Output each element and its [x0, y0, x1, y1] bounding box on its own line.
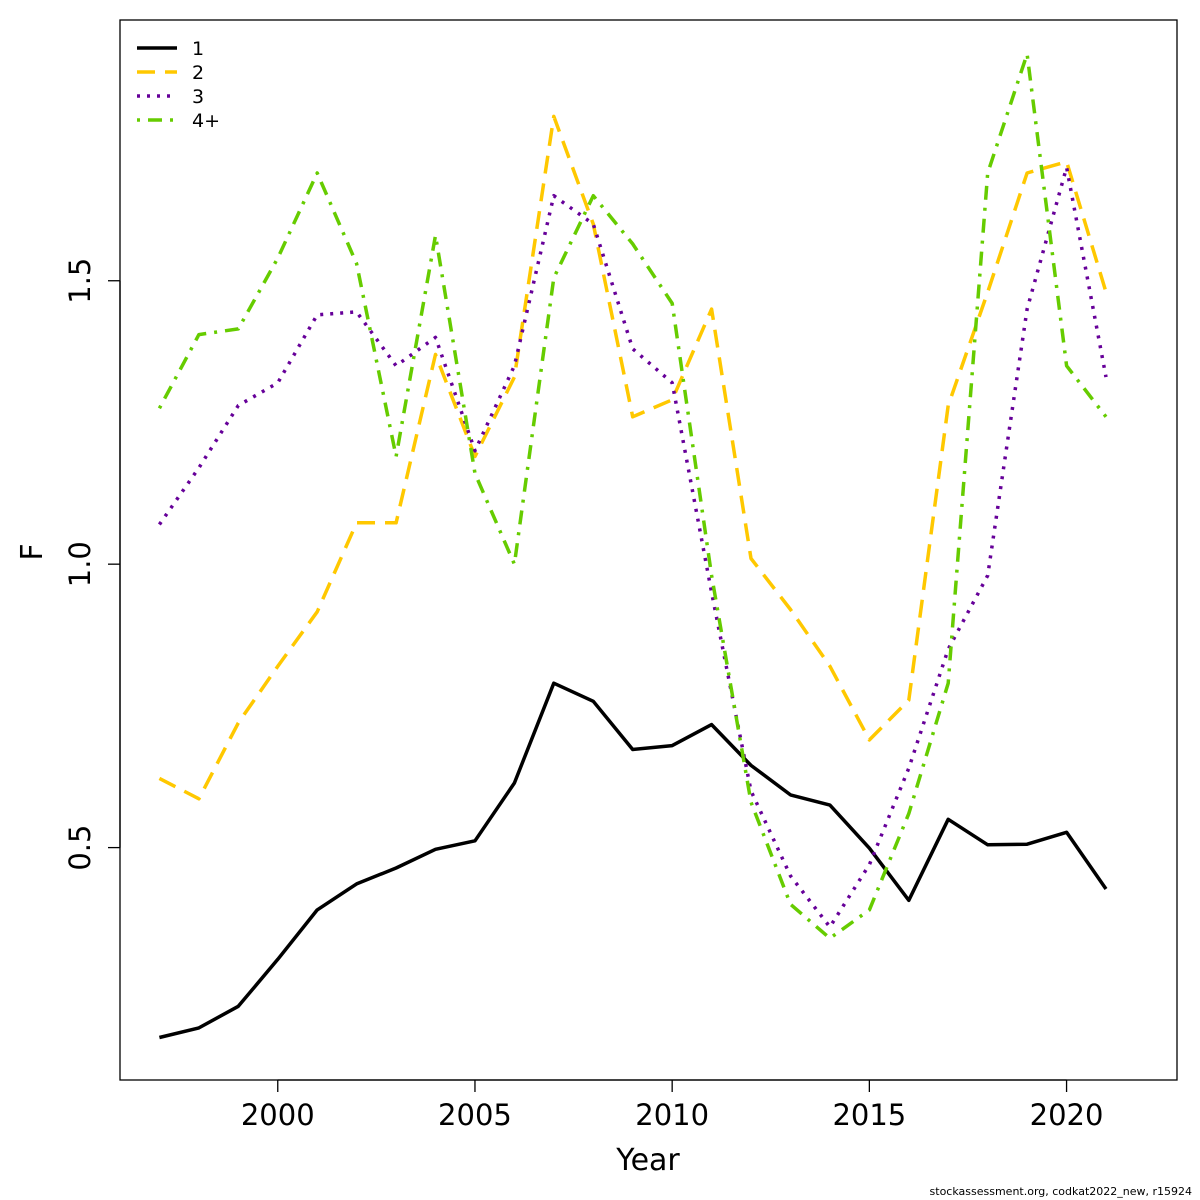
y-axis: 0.5 1.0 1.5: [63, 258, 121, 871]
plot-frame: [119, 19, 1178, 1081]
plot-lines: [157, 52, 1108, 1040]
legend-label-3: 3: [192, 86, 204, 108]
x-tick-label: 2010: [635, 1098, 709, 1132]
x-tick-label: 2020: [1030, 1098, 1104, 1132]
y-tick-label: 1.5: [63, 258, 97, 304]
x-axis: 2000 2005 2010 2015 2020: [241, 1079, 1104, 1132]
x-tick-label: 2000: [241, 1098, 315, 1132]
x-tick-label: 2005: [438, 1098, 512, 1132]
series-line-2: [158, 114, 1108, 801]
series-line-1: [158, 681, 1108, 1040]
legend-label-4: 4+: [192, 110, 220, 132]
legend-label-1: 1: [192, 38, 204, 60]
y-axis-label: F: [15, 543, 50, 560]
legend-label-2: 2: [192, 62, 204, 84]
footer-credit: stockassessment.org, codkat2022_new, r15…: [929, 1185, 1192, 1198]
series-line-3: [157, 165, 1108, 929]
y-tick-label: 1.0: [63, 541, 97, 587]
series-line-4: [157, 52, 1108, 941]
x-tick-label: 2015: [832, 1098, 906, 1132]
x-axis-label: Year: [615, 1143, 680, 1178]
y-tick-label: 0.5: [63, 825, 97, 871]
